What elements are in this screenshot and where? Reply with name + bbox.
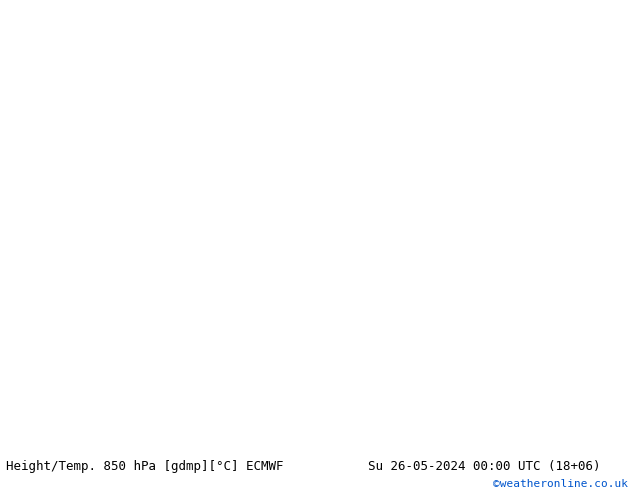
Text: Su 26-05-2024 00:00 UTC (18+06): Su 26-05-2024 00:00 UTC (18+06) [368,460,600,473]
Text: Height/Temp. 850 hPa [gdmp][°C] ECMWF: Height/Temp. 850 hPa [gdmp][°C] ECMWF [6,460,284,473]
Text: ©weatheronline.co.uk: ©weatheronline.co.uk [493,480,628,490]
